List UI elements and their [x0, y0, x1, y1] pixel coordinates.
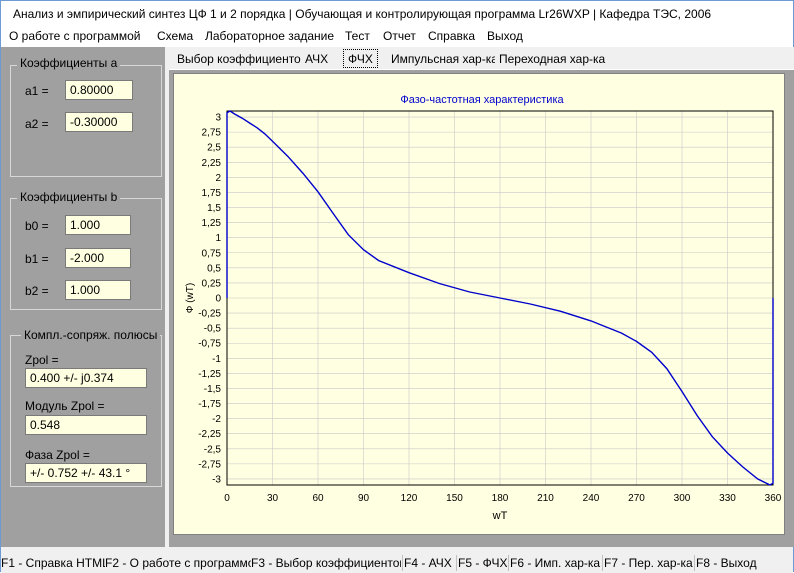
y-tick-label: 1,5	[207, 203, 221, 214]
status-f7[interactable]: F7 - Пер. хар-ка	[604, 556, 693, 570]
y-tick-label: -0,75	[198, 339, 221, 350]
x-tick-label: 120	[401, 493, 418, 504]
chart-svg: Фазо-частотная характеристика 3 2,75 2,5 2,…	[185, 94, 782, 522]
phase-response-chart: Фазо-частотная характеристика 3 2,75 2,5 2,…	[173, 73, 785, 535]
x-tick-label: 60	[312, 493, 324, 504]
tab-step[interactable]: Переходная хар-ка	[495, 50, 610, 69]
modul-label: Модуль Zpol =	[25, 399, 105, 413]
b2-label: b2 =	[25, 284, 49, 298]
b0-label: b0 =	[25, 219, 49, 233]
y-tick-label: -3	[212, 474, 221, 485]
y-tick-label: -0,5	[204, 324, 222, 335]
y-tick-label: -2,5	[204, 444, 222, 455]
coef-b-title: Коэффициенты b	[17, 190, 121, 204]
tab-strip: Выбор коэффициентов АЧХ ФЧХ Импульсная х…	[169, 47, 794, 69]
x-tick-label: 360	[765, 493, 782, 504]
y-tick-label: -1,25	[198, 369, 221, 380]
status-separator	[402, 555, 403, 571]
menu-report[interactable]: Отчет	[383, 29, 416, 43]
status-separator	[602, 555, 603, 571]
zpol-field[interactable]: 0.400 +/- j0.374	[25, 368, 147, 388]
y-tick-label: 1,25	[202, 218, 222, 229]
phase-series-line	[226, 110, 774, 486]
y-tick-label: 2,75	[202, 128, 222, 139]
status-f4[interactable]: F4 - АЧХ	[404, 556, 452, 570]
modul-field[interactable]: 0.548	[25, 415, 147, 435]
menu-scheme[interactable]: Схема	[157, 29, 194, 43]
y-tick-label: 1,75	[202, 188, 222, 199]
x-tick-label: 90	[358, 493, 370, 504]
y-tick-label: 0,25	[202, 278, 222, 289]
x-tick-label: 210	[537, 493, 554, 504]
b0-field[interactable]: 1.000	[65, 215, 131, 235]
status-f8[interactable]: F8 - Выход	[696, 556, 757, 570]
coef-a-title: Коэффициенты a	[17, 56, 121, 70]
status-f1[interactable]: F1 - Справка HTML	[1, 556, 105, 570]
x-tick-label: 330	[719, 493, 736, 504]
menu-test[interactable]: Тест	[345, 29, 370, 43]
a1-label: a1 =	[25, 84, 49, 98]
y-tick-label: -2,25	[198, 429, 221, 440]
coefficients-panel: Коэффициенты a a1 = 0.80000 a2 = -0.3000…	[1, 47, 165, 547]
x-tick-label: 270	[628, 493, 645, 504]
x-tick-label: 180	[492, 493, 509, 504]
a1-field[interactable]: 0.80000	[65, 80, 133, 100]
x-axis-label: wT	[492, 510, 508, 522]
menu-help[interactable]: Справка	[428, 29, 476, 43]
y-tick-label: 2	[215, 173, 221, 184]
a2-field[interactable]: -0.30000	[65, 112, 133, 132]
status-bar: F1 - Справка HTML F2 - О работе с програ…	[1, 553, 793, 573]
x-axis-ticks: 0 30 60 90 120 150 180 210 240 270 300 330 360	[224, 493, 782, 504]
phase-field[interactable]: +/- 0.752 +/- 43.1 °	[25, 463, 147, 483]
y-tick-label: -1	[212, 354, 221, 365]
title-bar: Анализ и эмпирический синтез ЦФ 1 и 2 по…	[1, 1, 793, 27]
y-tick-label: -2,75	[198, 459, 221, 470]
poles-title: Компл.-сопряж. полюсы	[21, 328, 161, 342]
b1-field[interactable]: -2.000	[65, 248, 131, 268]
y-tick-label: 3	[215, 113, 221, 124]
y-tick-label: 0	[215, 294, 221, 305]
tab-coefficients[interactable]: Выбор коэффициентов	[173, 50, 312, 69]
x-tick-label: 150	[446, 493, 463, 504]
b1-label: b1 =	[25, 252, 49, 266]
zpol-label: Zpol =	[25, 353, 59, 367]
status-f6[interactable]: F6 - Имп. хар-ка	[510, 556, 601, 570]
y-axis-label: Ф (wT)	[185, 283, 196, 313]
status-separator	[694, 555, 695, 571]
tab-fch[interactable]: ФЧХ	[343, 49, 378, 68]
y-tick-label: -1,75	[198, 399, 221, 410]
y-tick-label: 0,5	[207, 263, 221, 274]
tab-impulse[interactable]: Импульсная хар-ка	[387, 50, 502, 69]
tab-ach[interactable]: АЧХ	[301, 50, 333, 69]
chart-title: Фазо-частотная характеристика	[400, 94, 564, 106]
status-separator	[508, 555, 509, 571]
menu-exit[interactable]: Выход	[487, 29, 523, 43]
status-separator	[456, 555, 457, 571]
status-f5[interactable]: F5 - ФЧХ	[458, 556, 508, 570]
y-tick-label: 2,5	[207, 143, 221, 154]
status-f3[interactable]: F3 - Выбор коэффициентов	[251, 556, 401, 570]
x-tick-label: 30	[267, 493, 279, 504]
y-tick-label: 0,75	[202, 248, 222, 259]
x-tick-label: 0	[224, 493, 230, 504]
menu-lab-task[interactable]: Лабораторное задание	[205, 29, 335, 43]
phase-label: Фаза Zpol =	[25, 448, 90, 462]
y-tick-label: -0,25	[198, 309, 221, 320]
menu-bar: О работе с программой Схема Лабораторное…	[1, 27, 793, 47]
b2-field[interactable]: 1.000	[65, 280, 131, 300]
y-tick-label: 1	[215, 233, 221, 244]
menu-about[interactable]: О работе с программой	[9, 29, 141, 43]
y-tick-label: 2,25	[202, 158, 222, 169]
x-tick-label: 300	[674, 493, 691, 504]
y-tick-label: -2	[212, 414, 221, 425]
status-f2[interactable]: F2 - О работе с программой	[105, 556, 251, 570]
y-axis-ticks: 3 2,75 2,5 2,25 2 1,75 1,5 1,25 1 0,75 0,5 0,25 0 -0,…	[198, 113, 221, 486]
window-title: Анализ и эмпирический синтез ЦФ 1 и 2 по…	[13, 7, 712, 21]
a2-label: a2 =	[25, 117, 49, 131]
x-tick-label: 240	[583, 493, 600, 504]
y-tick-label: -1,5	[204, 384, 222, 395]
